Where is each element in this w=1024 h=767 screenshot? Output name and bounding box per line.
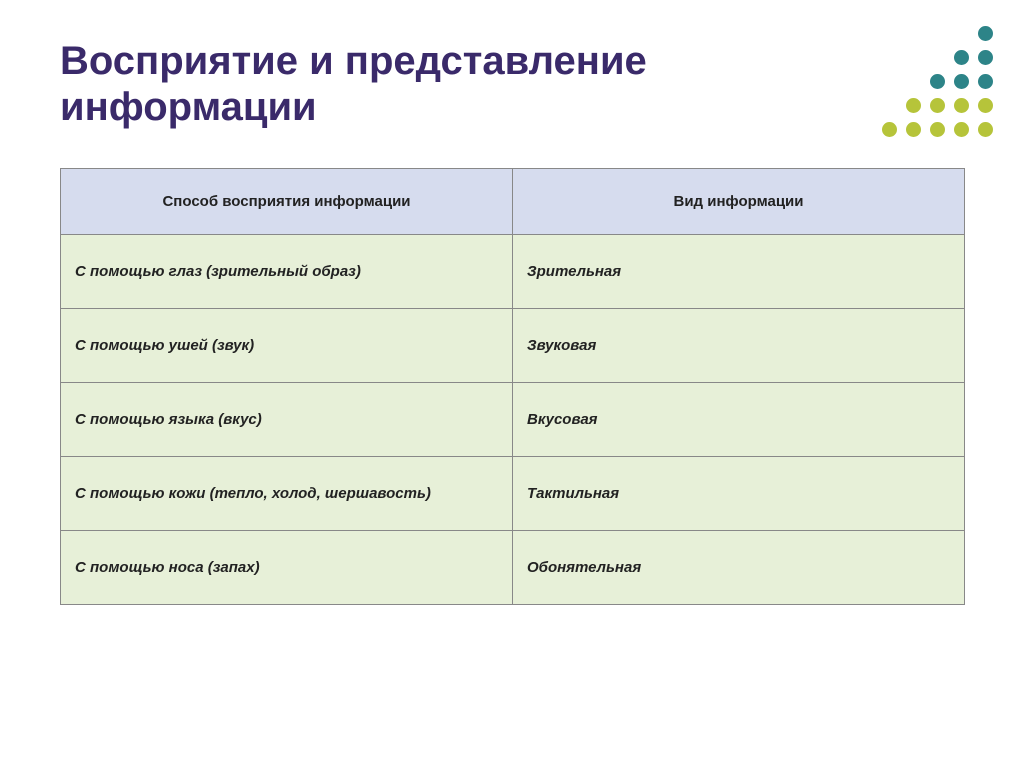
- table-row: С помощью ушей (звук) Звуковая: [61, 309, 965, 383]
- col-header-method: Способ восприятия информации: [61, 169, 513, 235]
- cell-method: С помощью языка (вкус): [61, 383, 513, 457]
- decoration-dot: [954, 122, 969, 137]
- decoration-dot: [978, 122, 993, 137]
- col-header-kind: Вид информации: [513, 169, 965, 235]
- decoration-dot: [954, 50, 969, 65]
- table-row: С помощью кожи (тепло, холод, шершавость…: [61, 457, 965, 531]
- cell-kind: Обонятельная: [513, 531, 965, 605]
- decoration-dot: [954, 74, 969, 89]
- cell-method: С помощью глаз (зрительный образ): [61, 235, 513, 309]
- cell-method: С помощью носа (запах): [61, 531, 513, 605]
- table-row: С помощью глаз (зрительный образ) Зрител…: [61, 235, 965, 309]
- slide-title: Восприятие и представление информации: [60, 38, 760, 130]
- cell-kind: Зрительная: [513, 235, 965, 309]
- cell-method: С помощью кожи (тепло, холод, шершавость…: [61, 457, 513, 531]
- table-row: С помощью носа (запах) Обонятельная: [61, 531, 965, 605]
- slide: Восприятие и представление информации Сп…: [0, 0, 1024, 767]
- decoration-dot: [930, 98, 945, 113]
- cell-kind: Тактильная: [513, 457, 965, 531]
- decoration-dot: [906, 122, 921, 137]
- decoration-dot: [978, 74, 993, 89]
- decoration-dot: [930, 122, 945, 137]
- info-table: Способ восприятия информации Вид информа…: [60, 168, 965, 605]
- table-row: С помощью языка (вкус) Вкусовая: [61, 383, 965, 457]
- decoration-dot: [978, 50, 993, 65]
- corner-dots-decoration: [882, 26, 998, 142]
- decoration-dot: [906, 98, 921, 113]
- cell-kind: Звуковая: [513, 309, 965, 383]
- cell-kind: Вкусовая: [513, 383, 965, 457]
- decoration-dot: [954, 98, 969, 113]
- decoration-dot: [930, 74, 945, 89]
- decoration-dot: [978, 26, 993, 41]
- table-header-row: Способ восприятия информации Вид информа…: [61, 169, 965, 235]
- cell-method: С помощью ушей (звук): [61, 309, 513, 383]
- decoration-dot: [882, 122, 897, 137]
- decoration-dot: [978, 98, 993, 113]
